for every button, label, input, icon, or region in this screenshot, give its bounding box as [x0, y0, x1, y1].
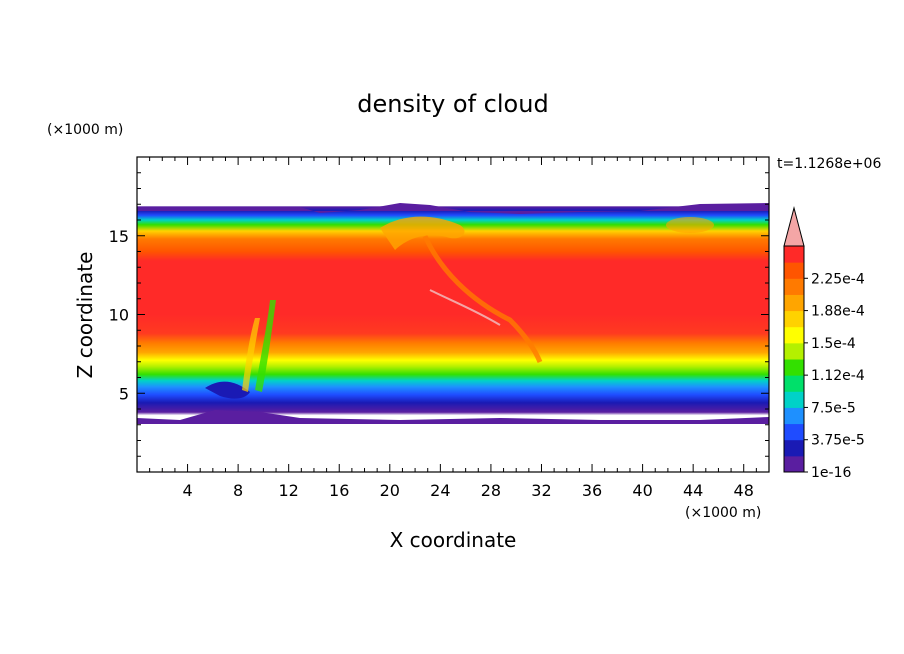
colorbar-label: 1.88e-4: [811, 304, 865, 320]
y-tick-label: 5: [119, 384, 129, 403]
colorbar-label: 2.25e-4: [811, 271, 865, 287]
y-tick-label: 10: [109, 306, 129, 325]
chart-title: density of cloud: [357, 90, 548, 118]
y-tick-label: 15: [109, 227, 129, 246]
colorbar-swatch: [784, 375, 804, 392]
colorbar-swatch: [784, 246, 804, 263]
y-axis-label: Z coordinate: [73, 252, 97, 379]
colorbar-label: 7.5e-5: [811, 400, 856, 416]
density-streak: [422, 234, 543, 364]
colorbar-swatch: [784, 342, 804, 360]
colorbar-swatch: [784, 407, 804, 425]
upper-blob: [666, 217, 714, 233]
lower-disturbance: [205, 381, 250, 399]
y-unit-label: (×1000 m): [47, 122, 123, 138]
x-tick-label: 40: [632, 481, 652, 500]
colorbar-swatch: [784, 359, 804, 376]
colorbar-label: 1.5e-4: [811, 336, 856, 352]
density-streak-core: [429, 289, 501, 326]
cloud-field: [137, 157, 769, 472]
colorbar-swatch: [784, 278, 804, 295]
x-tick-label: 24: [430, 481, 450, 500]
colorbar-swatch: [784, 439, 804, 457]
plot-area: [137, 157, 769, 472]
colorbar-label: 1.12e-4: [811, 368, 865, 384]
y-axis: 5 10 15: [109, 172, 769, 457]
rising-plume-2: [242, 318, 260, 392]
rising-plume: [255, 300, 276, 392]
x-tick-label: 32: [531, 481, 551, 500]
x-tick-label: 4: [182, 481, 192, 500]
x-tick-label: 28: [481, 481, 501, 500]
x-tick-label: 8: [233, 481, 243, 500]
time-label: t=1.1268e+06: [777, 156, 881, 172]
x-unit-label: (×1000 m): [685, 505, 761, 521]
x-tick-label: 16: [329, 481, 349, 500]
x-tick-label: 36: [582, 481, 602, 500]
colorbar-label: 1e-16: [811, 465, 851, 481]
cloud-base-edge: [137, 410, 769, 424]
cloud-top-edge: [137, 203, 769, 214]
x-tick-label: 44: [683, 481, 703, 500]
colorbar-swatch: [784, 455, 804, 473]
colorbar-swatch: [784, 262, 804, 279]
colorbar-swatch: [784, 391, 804, 408]
x-tick-label: 20: [380, 481, 400, 500]
colorbar-swatch: [784, 310, 804, 328]
x-tick-label: 48: [734, 481, 754, 500]
colorbar: 1e-16 3.75e-5 7.5e-5 1.12e-4 1.5e-4 1.88e-4 2.…: [783, 206, 865, 481]
colorbar-swatch: [784, 294, 804, 312]
x-axis-label: X coordinate: [390, 528, 517, 552]
colorbar-swatch: [784, 423, 804, 441]
colorbar-swatch: [784, 326, 804, 344]
colorbar-label: 3.75e-5: [811, 433, 865, 449]
colorbar-over-triangle: [783, 206, 805, 247]
colorbar-frame: [783, 245, 805, 473]
upper-swirl: [380, 216, 465, 250]
x-tick-label: 12: [279, 481, 299, 500]
x-axis: 4 8 12 16 20 24 28 32 36 40 44 48: [149, 157, 757, 500]
